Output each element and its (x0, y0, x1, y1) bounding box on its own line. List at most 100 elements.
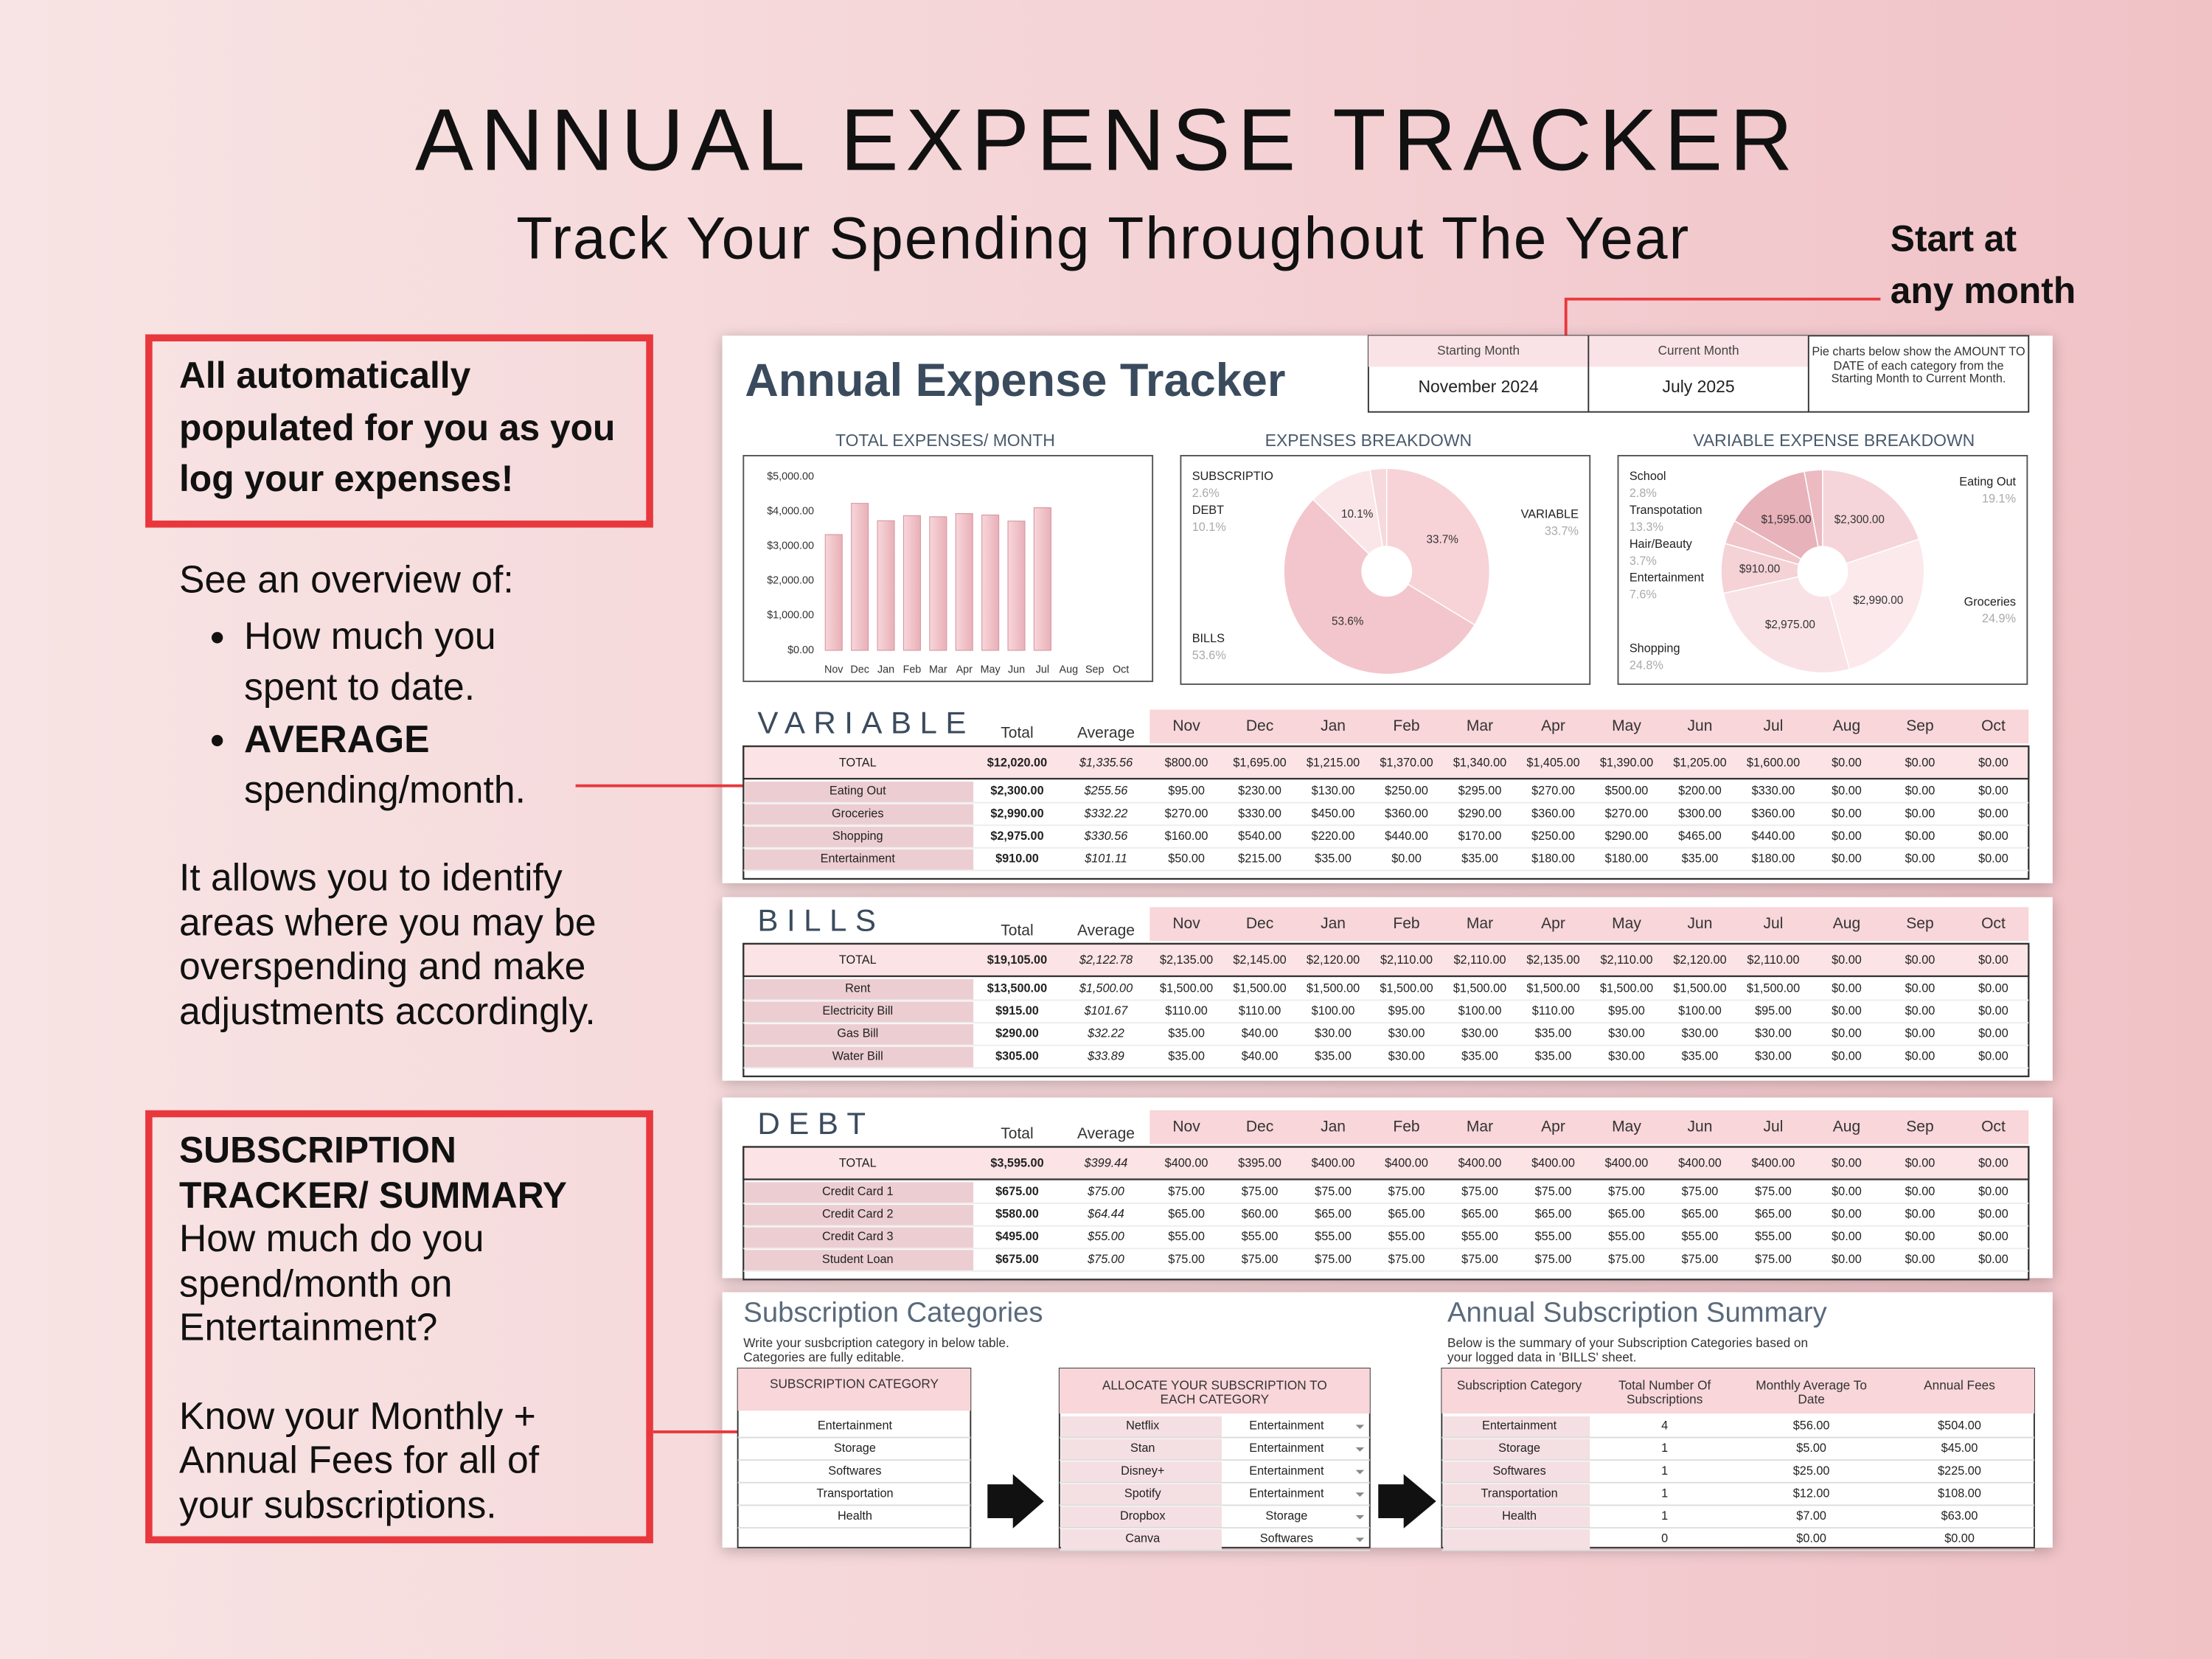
table-cell: Entertainment (1249, 1464, 1324, 1478)
table-cell: $0.00 (1832, 1185, 1862, 1198)
column-header: Oct (1981, 717, 2006, 734)
table-cell: $330.56 (1084, 830, 1129, 843)
table-cell: Softwares (1492, 1464, 1545, 1478)
table-cell: $0.00 (1905, 1027, 1935, 1040)
start-note: any month (1891, 270, 2076, 311)
y-tick-label: $0.00 (787, 644, 814, 656)
pie-legend-label: Shopping (1630, 641, 1680, 655)
table-cell: $1,500.00 (1380, 981, 1433, 995)
total-row (742, 745, 2030, 780)
column-header: Feb (1393, 1118, 1419, 1135)
column-header: Jan (1321, 717, 1346, 734)
table-cell: 4 (1661, 1419, 1668, 1433)
slice-label: 33.7% (1427, 533, 1459, 546)
callout-box (145, 334, 653, 528)
table-cell: $0.00 (1978, 807, 2008, 820)
table-cell: $290.00 (995, 1027, 1039, 1040)
subscription-note: SUBSCRIPTION TRACKER/ SUMMARY How much d… (179, 1129, 630, 1528)
column-header: Oct (1981, 915, 2006, 932)
table-cell: $65.00 (1755, 1208, 1792, 1221)
column-header: Total (1001, 724, 1033, 741)
table-cell: $75.00 (1755, 1185, 1792, 1198)
total-cell: $2,120.00 (1673, 953, 1726, 967)
table-cell: $75.00 (1087, 1185, 1124, 1198)
table-head (737, 1368, 971, 1411)
row-label-cell (1060, 1528, 1222, 1551)
row-label-cell (1060, 1484, 1222, 1506)
table-cell: $0.00 (1905, 807, 1935, 820)
table-cell: $75.00 (1608, 1185, 1645, 1198)
table-header: Total Number Of Subscriptions (1618, 1378, 1711, 1407)
slice-label: $2,990.00 (1853, 594, 1903, 607)
total-cell: $2,145.00 (1233, 953, 1286, 967)
table-cell: $55.00 (1755, 1230, 1792, 1243)
column-header: Jul (1764, 717, 1784, 734)
total-cell: $2,120.00 (1307, 953, 1360, 967)
column-header: Average (1077, 1125, 1135, 1142)
table-cell: $101.11 (1084, 852, 1127, 865)
table-cell: $270.00 (1531, 785, 1575, 798)
table-cell: $100.00 (1458, 1004, 1502, 1018)
row-label-cell (745, 1001, 974, 1023)
table-cell: $55.00 (1315, 1230, 1352, 1243)
table-cell: Transportation (816, 1486, 893, 1500)
table-cell: 0 (1661, 1532, 1668, 1545)
row-label-cell (1443, 1439, 1590, 1461)
pie-hole (1797, 546, 1848, 597)
pie-slice (1385, 467, 1491, 626)
table-cell: $75.00 (1168, 1253, 1205, 1266)
table-cell: $220.00 (1312, 830, 1355, 843)
table-cell: $540.00 (1238, 830, 1281, 843)
y-tick-label: $5,000.00 (767, 470, 814, 482)
column-header: Jun (1688, 717, 1713, 734)
table-cell: $270.00 (1165, 807, 1208, 820)
callout-box (145, 1110, 653, 1544)
pie-legend-label: Eating Out (1959, 476, 2016, 489)
x-tick-label: Jun (1008, 664, 1025, 676)
total-cell: $400.00 (1752, 1157, 1795, 1170)
table-cell: $95.00 (1388, 1004, 1425, 1018)
month-header-band (1150, 907, 2029, 942)
table-cell: $35.00 (1535, 1027, 1572, 1040)
row-label-cell (745, 1046, 974, 1068)
table-cell: $1,500.00 (1673, 981, 1726, 995)
bar (877, 520, 895, 651)
bar (902, 515, 921, 651)
x-tick-label: May (981, 664, 1001, 676)
chart-title: EXPENSES BREAKDOWN (1265, 431, 1472, 450)
table-cell: $0.00 (1905, 1230, 1935, 1243)
table-cell: $110.00 (1165, 1004, 1208, 1018)
table-cell: $0.00 (1905, 830, 1935, 843)
total-cell: $2,122.78 (1079, 953, 1133, 967)
table-cell: $0.00 (1978, 785, 2008, 798)
section-title: Annual Subscription Summary (1447, 1298, 1827, 1329)
table-cell: 1 (1661, 1509, 1668, 1523)
table-cell: $0.00 (1978, 981, 2008, 995)
table-cell: Water Bill (832, 1049, 883, 1062)
table-cell: $230.00 (1238, 785, 1281, 798)
table-cell: $360.00 (1752, 807, 1795, 820)
total-cell: $395.00 (1238, 1157, 1281, 1170)
table-cell: $75.00 (1315, 1253, 1352, 1266)
column-header: Jan (1321, 1118, 1346, 1135)
pie-slice (1733, 470, 1823, 573)
total-cell: $1,335.56 (1079, 756, 1133, 769)
table-cell: Entertainment (818, 1419, 893, 1433)
section-description: Below is the summary of your Subscriptio… (1447, 1335, 1809, 1365)
pie-legend-label: Transpotation (1630, 504, 1703, 517)
dropdown-icon (1355, 1470, 1365, 1475)
table-cell: $0.00 (1832, 785, 1862, 798)
subscription-title: SUBSCRIPTION TRACKER/ SUMMARY (178, 1128, 567, 1216)
table-cell: $55.00 (1388, 1230, 1425, 1243)
total-cell: $400.00 (1458, 1157, 1502, 1170)
table-cell: $35.00 (1682, 852, 1719, 865)
total-cell: $399.44 (1084, 1157, 1128, 1170)
table-cell: $32.22 (1087, 1027, 1124, 1040)
table-cell: $55.00 (1242, 1230, 1279, 1243)
total-cell: $0.00 (1905, 756, 1935, 769)
total-cell: $1,215.00 (1307, 756, 1360, 769)
pie-note: Pie charts below show the AMOUNT TO DATE… (1812, 344, 2025, 386)
table-cell: $450.00 (1312, 807, 1355, 820)
table-cell: $0.00 (1978, 1027, 2008, 1040)
x-tick-label: Mar (929, 664, 947, 676)
